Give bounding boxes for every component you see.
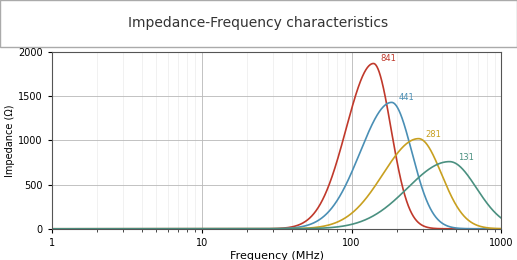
Text: Impedance-Frequency characteristics: Impedance-Frequency characteristics bbox=[128, 16, 389, 30]
Text: 131: 131 bbox=[458, 153, 474, 162]
X-axis label: Frequency (MHz): Frequency (MHz) bbox=[230, 251, 324, 260]
Text: 441: 441 bbox=[398, 93, 414, 102]
Y-axis label: Impedance (Ω): Impedance (Ω) bbox=[5, 104, 16, 177]
Text: 281: 281 bbox=[425, 130, 441, 139]
Text: 841: 841 bbox=[380, 55, 396, 63]
